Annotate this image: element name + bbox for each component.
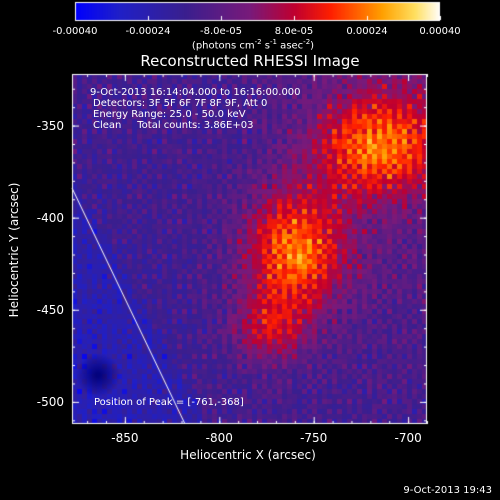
colorbar-tick-label: -8.0e-05 <box>200 26 242 37</box>
colorbar-tick-label: -0.00040 <box>52 26 98 37</box>
colorbar-tick-label: -0.00024 <box>125 26 171 37</box>
colorbar-tick-label: 0.00024 <box>346 26 388 37</box>
colorbar-tick-label: 8.0e-05 <box>274 26 314 37</box>
x-tick-label: -800 <box>205 431 233 445</box>
y-axis-label: Heliocentric Y (arcsec) <box>7 182 21 318</box>
x-axis-label: Heliocentric X (arcsec) <box>180 448 316 462</box>
x-tick-label: -700 <box>394 431 422 445</box>
energy-range-annotation: Energy Range: 25.0 - 50.0 keV <box>93 109 246 120</box>
peak-position-annotation: Position of Peak = [-761,-368] <box>94 397 244 408</box>
counts-annotation: Clean Total counts: 3.86E+03 <box>93 120 254 131</box>
colorbar-tick-label: 0.00040 <box>419 26 461 37</box>
y-tick-label: -500 <box>36 394 64 409</box>
y-tick-label: -350 <box>36 118 64 133</box>
time-range-annotation: 9-Oct-2013 16:14:04.000 to 16:16:00.000 <box>90 87 301 98</box>
y-tick-label: -450 <box>36 302 64 317</box>
x-tick-label: -750 <box>300 431 328 445</box>
chart-title: Reconstructed RHESSI Image <box>140 52 360 70</box>
x-tick-label: -850 <box>111 431 139 445</box>
y-tick-label: -400 <box>36 210 64 225</box>
colorbar-units-label: (photons cm-2 s-1 asec-2) <box>191 38 315 52</box>
footer-timestamp: 9-Oct-2013 19:43 <box>403 485 492 496</box>
detectors-annotation: Detectors: 3F 5F 6F 7F 8F 9F, Att 0 <box>93 98 268 109</box>
